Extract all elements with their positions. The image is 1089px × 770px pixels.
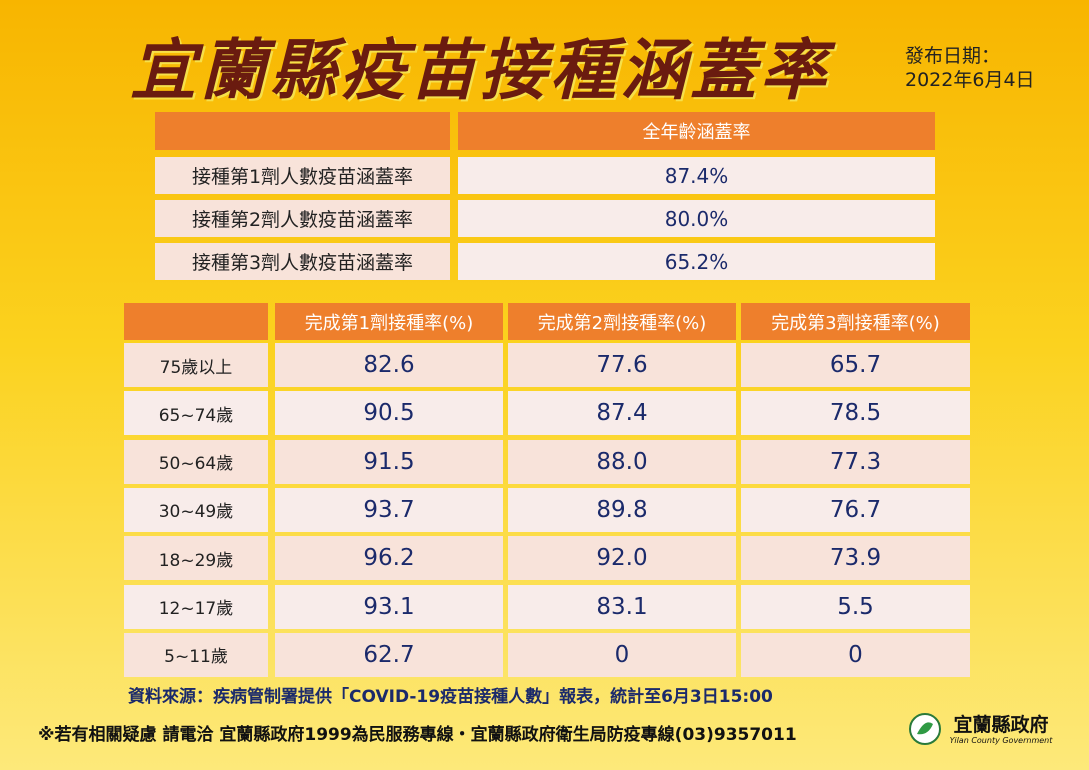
- row-label: 接種第2劑人數疫苗涵蓋率: [155, 200, 450, 237]
- row-value: 77.6: [508, 343, 736, 387]
- logo-name: 宜蘭縣政府: [953, 713, 1049, 736]
- row-value: 87.4: [508, 391, 736, 436]
- row-label: 18~29歲: [124, 536, 268, 581]
- row-value: 96.2: [275, 536, 503, 581]
- header-cell: [155, 112, 450, 150]
- row-label: 12~17歲: [124, 584, 268, 629]
- row-value: 73.9: [741, 536, 970, 581]
- header-cell: 完成第1劑接種率(%): [275, 303, 503, 340]
- row-value: 88.0: [508, 439, 736, 484]
- row-value: 93.1: [275, 584, 503, 629]
- row-value: 65.2%: [458, 243, 935, 280]
- date: 2022年6月4日: [905, 68, 1035, 91]
- row-value: 5.5: [741, 584, 970, 629]
- row-value: 80.0%: [458, 200, 935, 237]
- row-label: 30~49歲: [124, 487, 268, 532]
- row-value: 92.0: [508, 536, 736, 581]
- header-cell: 完成第2劑接種率(%): [508, 303, 736, 340]
- row-value: 77.3: [741, 439, 970, 484]
- row-value: 76.7: [741, 487, 970, 532]
- row-value: 0: [741, 632, 970, 677]
- row-value: 82.6: [275, 343, 503, 387]
- header-cell: 全年齡涵蓋率: [458, 112, 935, 150]
- row-value: 78.5: [741, 391, 970, 436]
- row-value: 90.5: [275, 391, 503, 436]
- source-note: 資料來源：疾病管制署提供「COVID-19疫苗接種人數」報表，統計至6月3日15…: [128, 686, 773, 707]
- row-label: 接種第3劑人數疫苗涵蓋率: [155, 243, 450, 280]
- row-value: 83.1: [508, 584, 736, 629]
- row-value: 87.4%: [458, 157, 935, 194]
- row-value: 91.5: [275, 439, 503, 484]
- logo-icon: [909, 713, 941, 745]
- row-value: 93.7: [275, 487, 503, 532]
- row-value: 65.7: [741, 343, 970, 387]
- row-value: 89.8: [508, 487, 736, 532]
- row-value: 62.7: [275, 632, 503, 677]
- row-label: 接種第1劑人數疫苗涵蓋率: [155, 157, 450, 194]
- row-label: 5~11歲: [124, 632, 268, 677]
- row-label: 65~74歲: [124, 391, 268, 436]
- header-cell: [124, 303, 268, 340]
- row-label: 50~64歲: [124, 439, 268, 484]
- title: 宜蘭縣疫苗接種涵蓋率: [130, 32, 830, 109]
- row-value: 0: [508, 632, 736, 677]
- logo-subtitle: Yilan County Government: [949, 735, 1053, 745]
- row-label: 75歲以上: [124, 343, 268, 387]
- contact-note: ※若有相關疑慮 請電洽 宜蘭縣政府1999為民服務專線・宜蘭縣政府衛生局防疫專線…: [38, 724, 797, 745]
- date-label: 發布日期：: [905, 44, 1001, 67]
- header-cell: 完成第3劑接種率(%): [741, 303, 970, 340]
